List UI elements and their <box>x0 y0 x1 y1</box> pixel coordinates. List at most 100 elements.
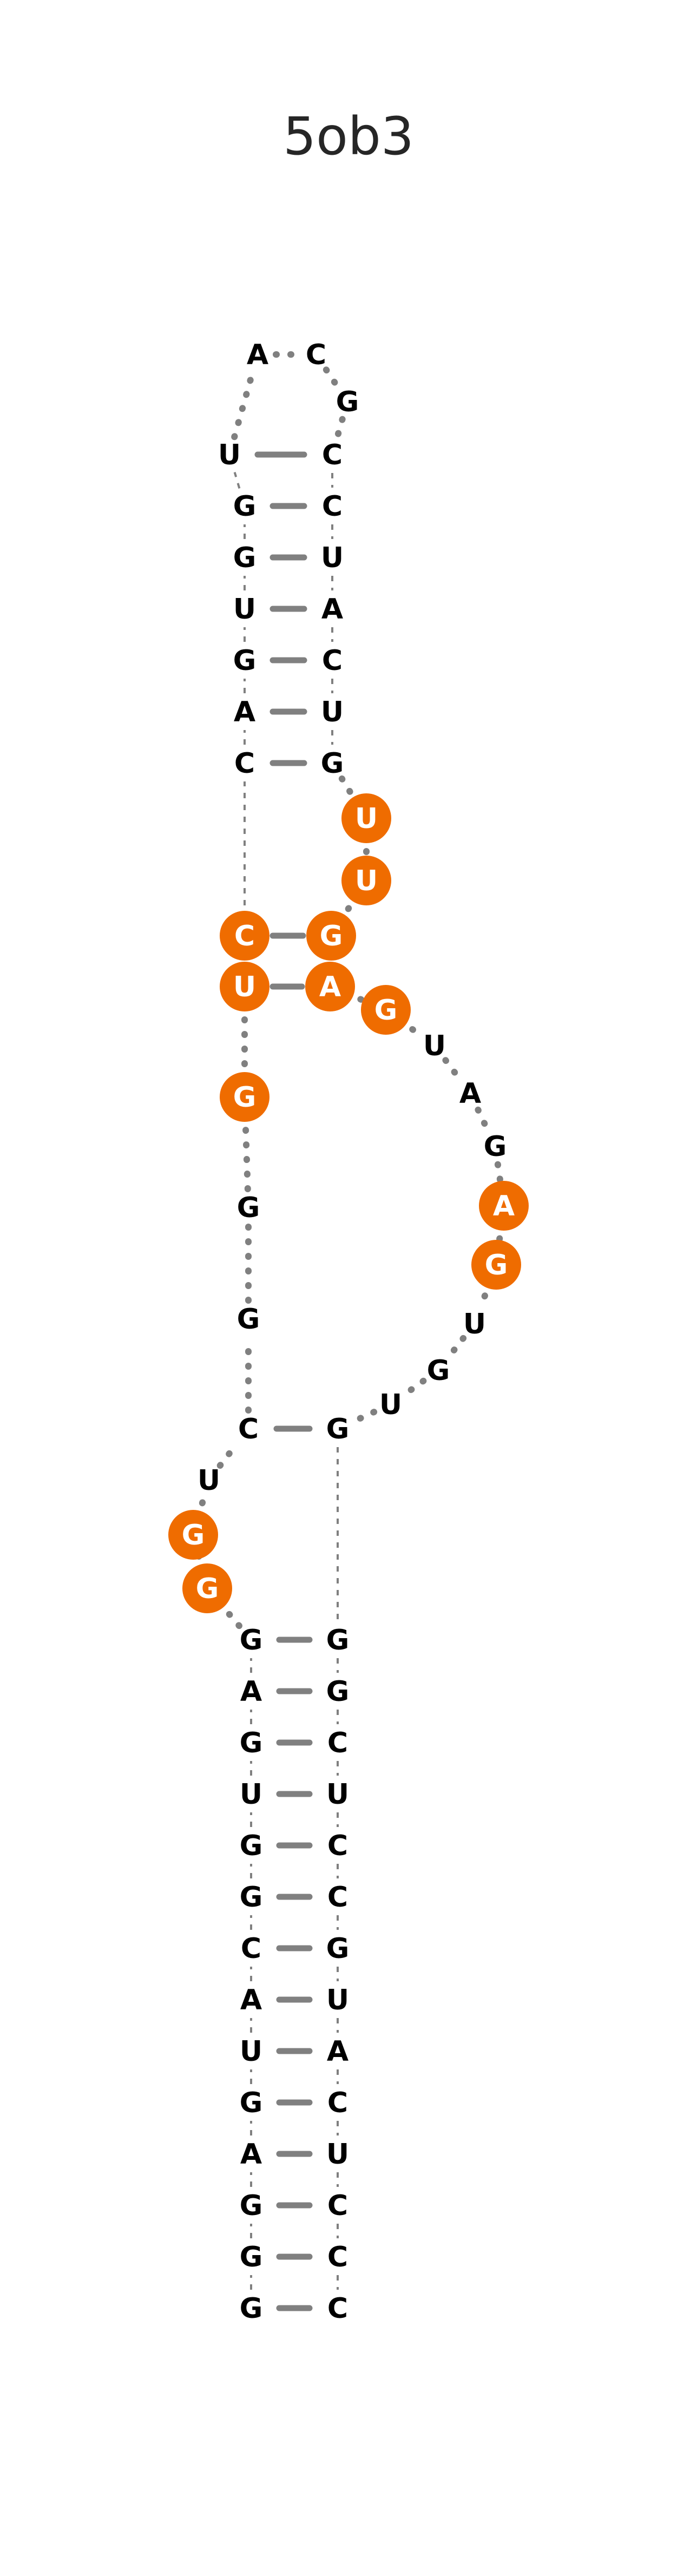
nucleotide-label: G <box>427 1355 450 1387</box>
backbone-dotted-link <box>446 1335 467 1359</box>
nucleotide-65: C <box>327 2190 348 2222</box>
highlight-circle <box>182 1563 232 1613</box>
nucleotide-label: G <box>233 542 257 574</box>
nucleotide-label: G <box>484 1131 507 1163</box>
backbone-dotted-link <box>344 990 372 1006</box>
nucleotide-37: C <box>322 645 343 677</box>
nucleotide-19: G <box>237 1192 260 1224</box>
nucleotide-60: G <box>326 1933 350 1965</box>
nucleotide-64: U <box>326 2138 349 2171</box>
nucleotide-label: C <box>234 747 255 780</box>
nucleotide-label: G <box>321 747 344 780</box>
nucleotide-label: A <box>234 696 255 728</box>
nucleotide-0: G <box>240 2292 263 2325</box>
nucleotide-label: A <box>327 2035 348 2068</box>
backbone-dotted-link <box>442 1057 463 1082</box>
nucleotide-label: G <box>326 1933 350 1965</box>
backbone-dotted-link <box>323 366 341 390</box>
nucleotide-29: U <box>218 439 241 471</box>
nucleotide-43: A <box>305 962 355 1011</box>
nucleotide-11: G <box>240 1727 263 1759</box>
backbone-dotted-link <box>475 1106 491 1133</box>
backbone-link <box>233 472 241 489</box>
backbone-dotted-link <box>402 1377 427 1397</box>
nucleotide-28: G <box>233 490 257 523</box>
nucleotide-label: G <box>336 386 359 418</box>
nucleotide-3: A <box>240 2138 262 2171</box>
nucleotide-label: A <box>321 593 343 626</box>
nucleotide-44: G <box>361 985 411 1035</box>
nucleotide-label: G <box>240 1727 263 1759</box>
nucleotide-label: G <box>233 645 257 677</box>
nucleotide-label: U <box>326 2138 349 2171</box>
nucleotide-label: G <box>240 2241 263 2273</box>
nucleotide-39: G <box>321 747 344 780</box>
nucleotide-62: A <box>327 2035 348 2068</box>
nucleotide-25: G <box>233 645 257 677</box>
nucleotide-label: G <box>237 1192 260 1224</box>
nucleotide-47: G <box>484 1131 507 1163</box>
nucleotide-label: C <box>327 1881 348 1914</box>
nucleotide-label: G <box>240 1830 263 1862</box>
nucleotide-66: C <box>327 2241 348 2273</box>
backbone-dotted-link <box>338 892 360 924</box>
nucleotide-6: A <box>240 1984 262 2016</box>
backbone-dotted-link <box>494 1161 505 1191</box>
nucleotide-label: G <box>240 2087 263 2119</box>
nucleotide-59: C <box>327 1881 348 1914</box>
highlight-circle <box>341 856 391 905</box>
nucleotide-61: U <box>326 1984 349 2016</box>
nucleotide-label: C <box>322 439 343 471</box>
nucleotide-31: C <box>306 339 326 371</box>
nucleotide-5: U <box>240 2035 262 2068</box>
nucleotide-18: G <box>237 1303 260 1336</box>
nucleotide-13: G <box>240 1624 263 1657</box>
backbone-dotted-link <box>477 1278 494 1310</box>
nucleotide-label: U <box>379 1389 402 1421</box>
nucleotide-7: C <box>241 1933 261 1965</box>
nucleotide-label: G <box>240 1624 263 1657</box>
nucleotide-label: G <box>240 1881 263 1914</box>
nucleotide-label: C <box>327 2087 348 2119</box>
nucleotide-label: A <box>459 1077 481 1110</box>
nucleotide-label: G <box>233 490 257 523</box>
nucleotide-label: U <box>355 803 378 835</box>
nucleotide-label: U <box>198 1464 220 1497</box>
base-pair-layer <box>254 451 313 2311</box>
nucleotide-26: U <box>233 593 256 626</box>
nucleotide-24: A <box>234 696 255 728</box>
nucleotide-63: C <box>327 2087 348 2119</box>
nucleotide-label: A <box>319 971 341 1003</box>
nucleotide-label: G <box>233 1081 257 1114</box>
nucleotide-2: G <box>240 2190 263 2222</box>
nucleotide-22: C <box>220 911 269 961</box>
nucleotide-46: A <box>459 1077 481 1110</box>
nucleotide-50: U <box>463 1308 486 1340</box>
nucleotide-42: G <box>306 911 356 961</box>
backbone-dotted-link <box>351 1409 378 1424</box>
nucleotide-53: G <box>326 1413 350 1445</box>
nucleotide-label: A <box>240 1984 262 2016</box>
nucleotide-52: U <box>379 1389 402 1421</box>
nucleotide-57: U <box>326 1778 349 1811</box>
backbone-dotted-link <box>216 1440 241 1469</box>
nucleotide-label: A <box>240 1675 262 1708</box>
nucleotide-label: C <box>234 920 255 952</box>
nucleotide-55: G <box>326 1675 350 1708</box>
highlight-circle <box>306 911 356 961</box>
nucleotide-label: U <box>321 696 344 728</box>
highlight-circle <box>361 985 411 1035</box>
backbone-dotted-link <box>216 1599 242 1629</box>
nucleotide-label: C <box>306 339 326 371</box>
highlight-circle <box>220 911 269 961</box>
nucleotide-27: G <box>233 542 257 574</box>
nucleotide-label: G <box>326 1413 350 1445</box>
nucleotide-45: U <box>423 1030 446 1062</box>
nucleotide-label: C <box>238 1413 259 1445</box>
nucleotide-label: G <box>240 2292 263 2325</box>
nucleotide-label: A <box>493 1190 515 1223</box>
nucleotide-34: C <box>322 490 343 523</box>
